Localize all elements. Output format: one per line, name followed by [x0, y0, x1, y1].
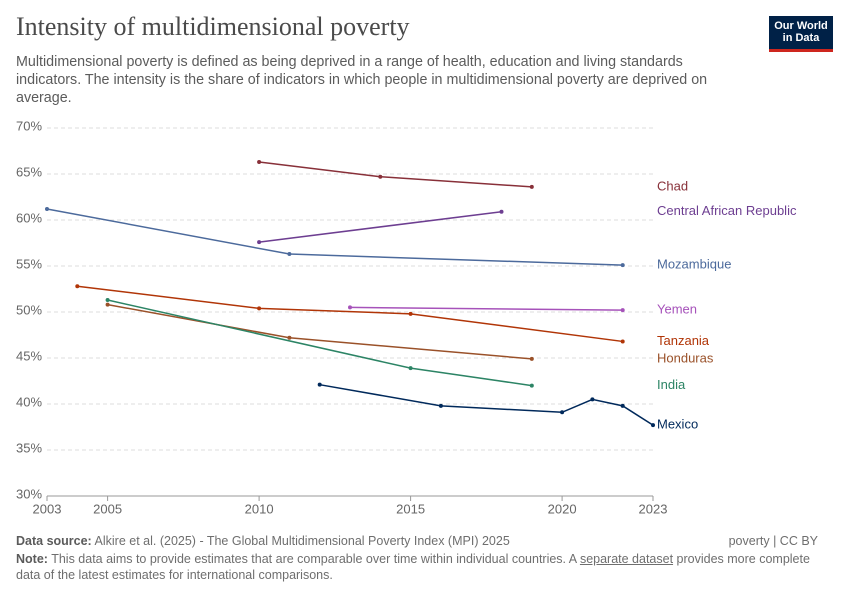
- point: [529, 383, 534, 388]
- y-tick-label: 35%: [16, 440, 42, 455]
- license: poverty | CC BY: [728, 534, 818, 548]
- y-tick-label: 50%: [16, 302, 42, 317]
- series-label: India: [657, 377, 686, 392]
- source-row: Data source: Alkire et al. (2025) - The …: [16, 533, 836, 549]
- line: [349, 306, 623, 311]
- point: [287, 252, 292, 257]
- source: Alkire et al. (2025) - The Global Multid…: [94, 534, 510, 548]
- series-label: Chad: [657, 178, 688, 193]
- note-link[interactable]: separate dataset: [579, 552, 674, 566]
- point: [408, 311, 413, 316]
- point: [620, 308, 625, 313]
- x-tick-label: 2023: [639, 501, 668, 516]
- point: [257, 160, 262, 165]
- y-tick-label: 60%: [16, 210, 42, 225]
- y-tick-label: 65%: [16, 164, 42, 179]
- point: [105, 298, 110, 303]
- x-tick-label: 2010: [245, 501, 274, 516]
- note-label: Note:: [16, 552, 48, 566]
- line: [107, 303, 532, 360]
- source-label: Data source:: [16, 534, 92, 548]
- line: [46, 208, 623, 266]
- series-label: Mexico: [657, 417, 698, 432]
- note-text: provides more complete data of the lates…: [16, 552, 810, 582]
- point: [105, 302, 110, 307]
- series-label: Central African Republic: [657, 203, 797, 218]
- point: [499, 209, 504, 214]
- x-tick-label: 2020: [548, 501, 577, 516]
- point: [408, 366, 413, 371]
- logo-text: Our World: [774, 20, 828, 32]
- y-tick-label: 40%: [16, 394, 42, 409]
- footer: Data source: Alkire et al. (2025) - The …: [16, 533, 836, 583]
- point: [45, 206, 49, 211]
- x-tick-label: 2005: [93, 501, 122, 516]
- x-tick-label: 2003: [33, 501, 62, 516]
- subtitle: Multidimensional poverty is defined as b…: [16, 54, 708, 106]
- chart: 30% 35% 40% 45% 50% 55% 60% 65% 70% 2003 2005 2010 2…: [16, 118, 797, 516]
- point: [75, 284, 80, 289]
- point: [620, 339, 625, 344]
- point: [529, 356, 534, 361]
- point: [560, 410, 565, 415]
- line: [77, 285, 623, 343]
- point: [378, 174, 383, 179]
- title: Intensity of multidimensional poverty: [16, 12, 410, 41]
- point: [348, 305, 352, 310]
- series-label: Yemen: [657, 302, 697, 317]
- series-label: Honduras: [657, 350, 714, 365]
- note-text: This data aims to provide estimates that…: [51, 552, 580, 566]
- y-tick-label: 45%: [16, 348, 42, 363]
- point: [590, 397, 595, 402]
- series-label: Mozambique: [657, 257, 731, 272]
- point: [529, 184, 534, 189]
- note: Note: This data aims to provide estimate…: [16, 551, 836, 583]
- point: [257, 240, 262, 245]
- line: [107, 299, 532, 387]
- logo[interactable]: Our World in Data: [769, 16, 833, 52]
- y-tick-label: 30%: [16, 486, 42, 501]
- x-tick-label: 2015: [396, 501, 425, 516]
- point: [257, 306, 262, 311]
- point: [287, 335, 292, 340]
- y-tick-label: 70%: [16, 118, 42, 133]
- point: [620, 263, 625, 268]
- point: [438, 403, 443, 408]
- series-label: Tanzania: [657, 333, 710, 348]
- line: [259, 210, 502, 243]
- line: [319, 383, 654, 426]
- point: [317, 382, 322, 387]
- logo-text: in Data: [782, 32, 820, 44]
- point: [651, 423, 655, 428]
- y-tick-label: 55%: [16, 256, 42, 271]
- point: [620, 403, 625, 408]
